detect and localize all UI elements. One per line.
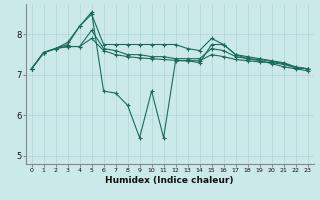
X-axis label: Humidex (Indice chaleur): Humidex (Indice chaleur) bbox=[105, 176, 234, 185]
